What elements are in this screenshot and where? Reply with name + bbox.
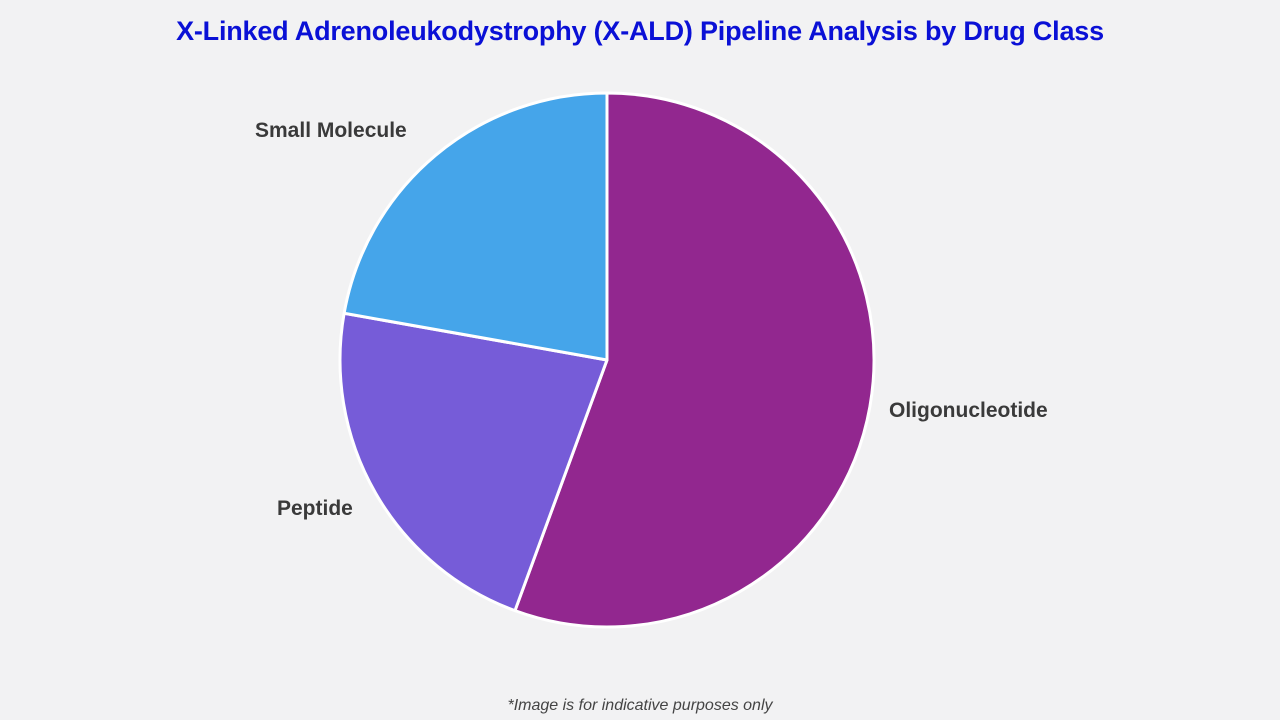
- pie-slices: [338, 91, 876, 629]
- pie-slice-oligonucleotide: [513, 91, 876, 629]
- label-small-molecule: Small Molecule: [255, 119, 407, 142]
- footnote: *Image is for indicative purposes only: [507, 697, 773, 714]
- pie-slice-peptide: [338, 311, 609, 613]
- chart-title: X-Linked Adrenoleukodystrophy (X-ALD) Pi…: [176, 16, 1104, 46]
- label-oligonucleotide: Oligonucleotide: [889, 399, 1048, 422]
- pie-slice-small-molecule: [342, 91, 609, 362]
- label-peptide: Peptide: [277, 497, 353, 520]
